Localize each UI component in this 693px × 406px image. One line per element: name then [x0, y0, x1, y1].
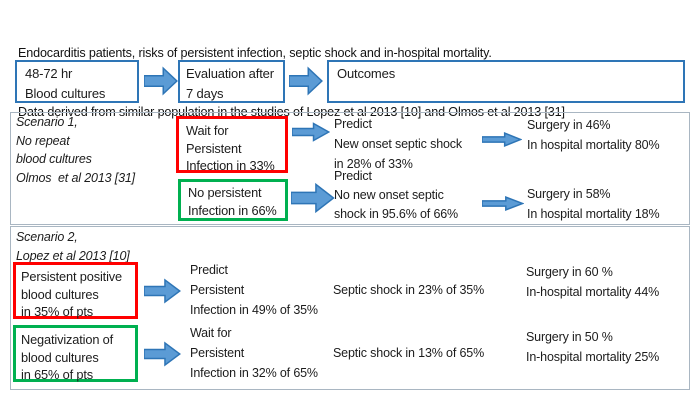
- s2-row1-septic-shock-text: Septic shock in 23% of 35%: [333, 283, 485, 297]
- s2-row2-predict-text: Wait for Persistent Infection in 32% of …: [190, 326, 318, 380]
- arrow-right-icon: [482, 196, 524, 211]
- s2-row1-outcome-text: Surgery in 60 % In-hospital mortality 44…: [526, 265, 660, 299]
- scenario-1-panel: [10, 112, 690, 225]
- s1-row2-outcome-text: Surgery in 58% In hospital mortality 18%: [527, 187, 660, 221]
- arrow-right-icon: [144, 66, 178, 96]
- scenario-1-label: Scenario 1, No repeat blood cultures Olm…: [16, 115, 135, 185]
- arrow-right-icon: [291, 182, 335, 214]
- s1-row1-predict-text: Predict New onset septic shock in 28% of…: [334, 117, 463, 171]
- s2-persistent-positive-box: Persistent positive blood cultures in 35…: [13, 262, 138, 319]
- arrow-right-icon: [289, 66, 323, 96]
- s1-persistent-infection-box: Wait for Persistent Infection in 33%: [176, 116, 288, 173]
- s1-no-persistent-infection-box: No persistent Infection in 66%: [178, 179, 288, 221]
- s2-row2-outcome-text: Surgery in 50 % In-hospital mortality 25…: [526, 330, 660, 364]
- arrow-right-icon: [144, 341, 181, 367]
- title-line-1: Endocarditis patients, risks of persiste…: [18, 46, 492, 60]
- s2-negativization-box: Negativization of blood cultures in 65% …: [13, 325, 138, 382]
- s2-row2-septic-shock-text: Septic shock in 13% of 65%: [333, 346, 485, 360]
- scenario-2-label: Scenario 2, Lopez et al 2013 [10]: [16, 230, 130, 263]
- title-line-2: Data derived from similar population in …: [18, 104, 565, 119]
- blood-cultures-box: 48-72 hr Blood cultures: [15, 60, 139, 103]
- outcomes-box: Outcomes: [327, 60, 685, 103]
- s2-row1-predict-text: Predict Persistent Infection in 49% of 3…: [190, 263, 318, 317]
- s1-row2-predict-text: Predict No new onset septic shock in 95.…: [334, 169, 459, 221]
- arrow-right-icon: [144, 278, 181, 304]
- s1-row1-outcome-text: Surgery in 46% In hospital mortality 80%: [527, 118, 660, 152]
- arrow-right-icon: [482, 132, 522, 147]
- arrow-right-icon: [292, 122, 330, 142]
- evaluation-box: Evaluation after 7 days: [178, 60, 285, 103]
- scenario-2-panel: [10, 226, 690, 390]
- diagram-title: Endocarditis patients, risks of persiste…: [18, 5, 565, 161]
